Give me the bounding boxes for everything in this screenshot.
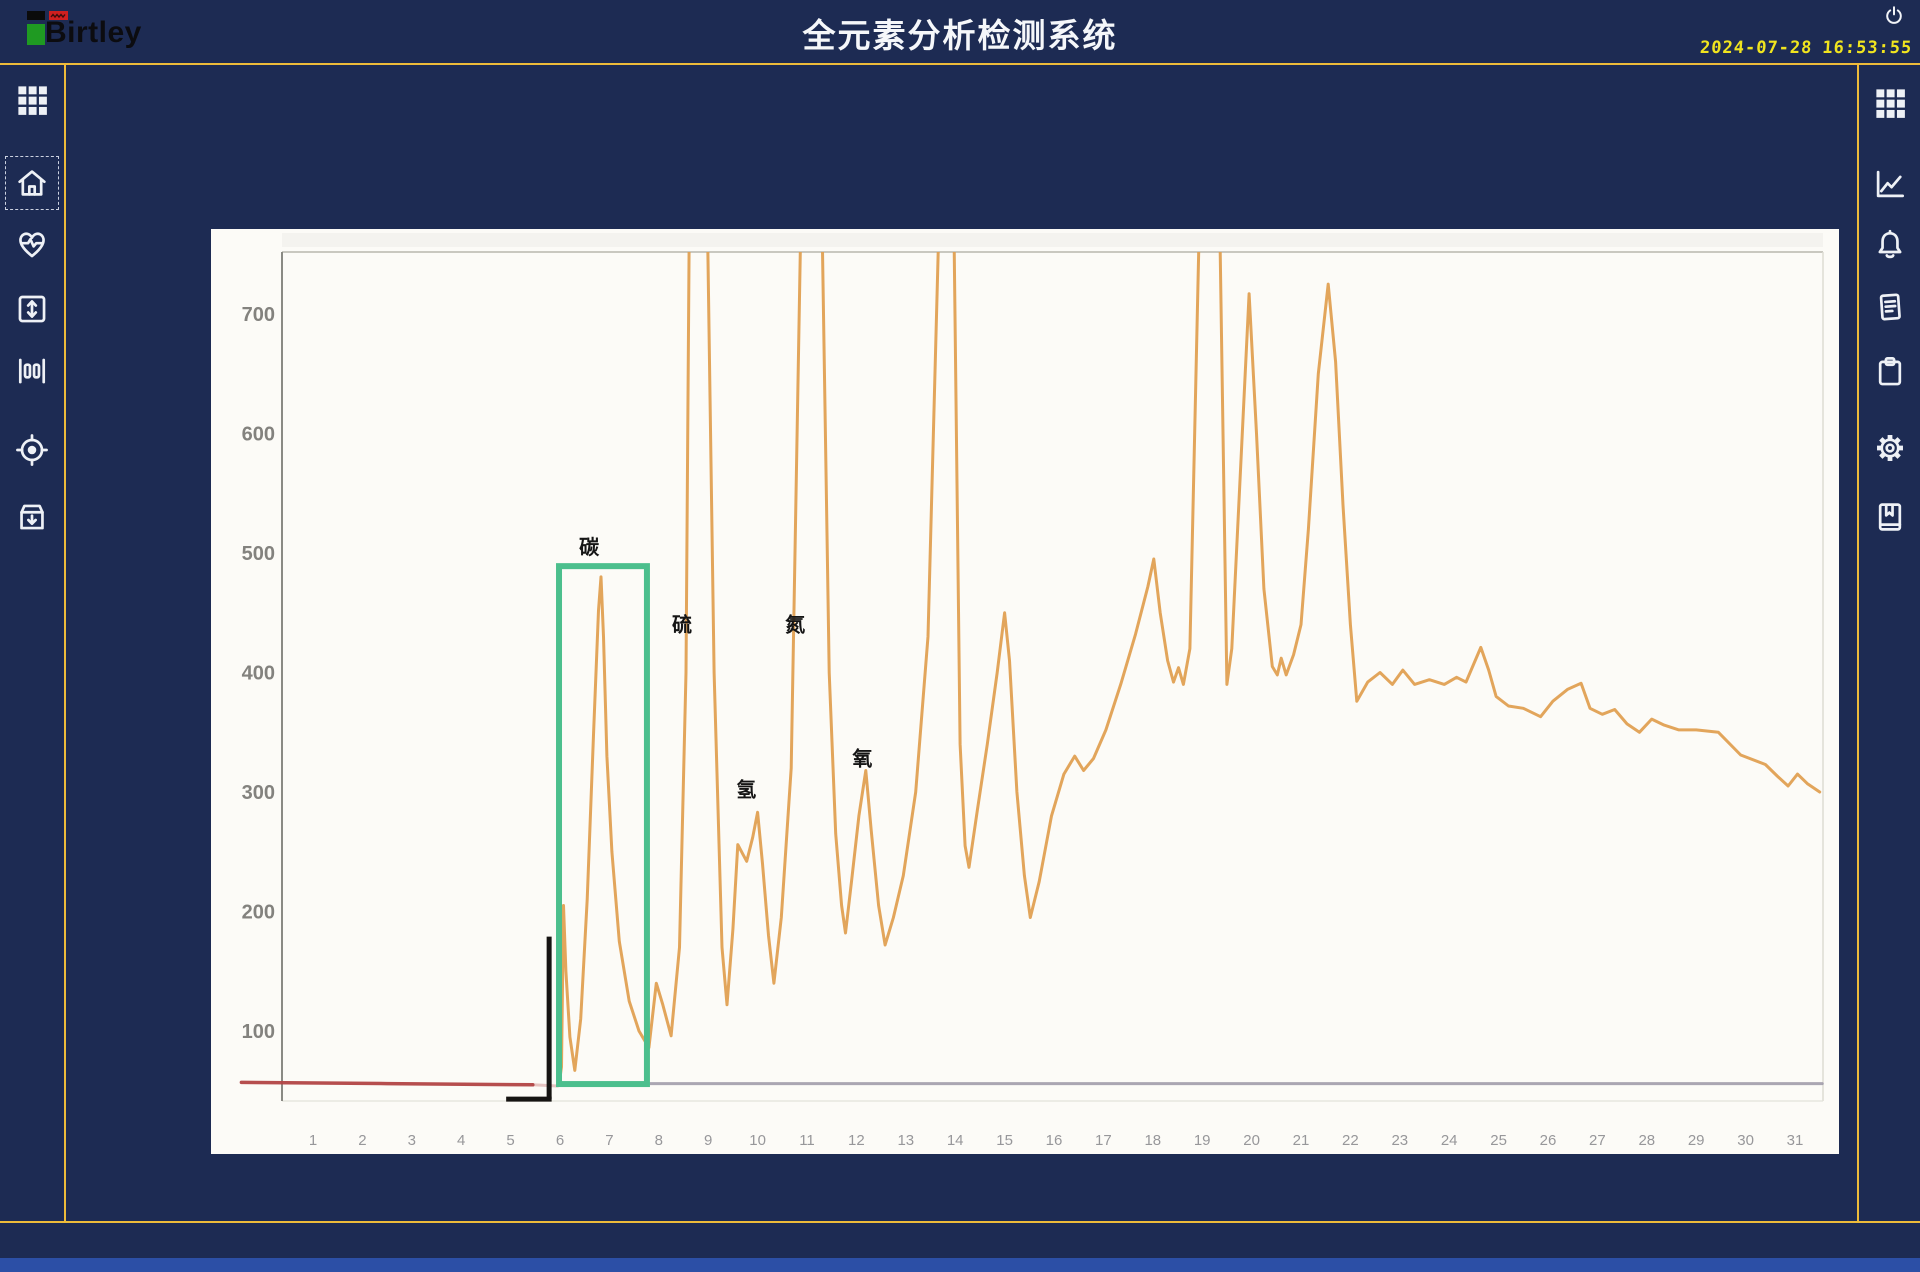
x-tick-label: 7: [605, 1132, 613, 1149]
book-bookmark-icon[interactable]: [1863, 490, 1917, 544]
y-tick-label: 500: [242, 543, 275, 565]
x-tick-label: 13: [897, 1132, 914, 1149]
y-tick-label: 200: [242, 902, 275, 924]
x-tick-label: 26: [1540, 1132, 1557, 1149]
x-tick-label: 12: [848, 1132, 865, 1149]
x-tick-label: 16: [1046, 1132, 1063, 1149]
x-tick-label: 23: [1391, 1132, 1408, 1149]
line-chart-icon[interactable]: [1863, 157, 1917, 211]
baseline-left-red: [239, 1080, 535, 1087]
y-tick-label: 700: [242, 304, 275, 326]
clipboard-icon[interactable]: [1863, 345, 1917, 399]
report-icon[interactable]: [1863, 280, 1917, 334]
x-tick-label: 29: [1688, 1132, 1705, 1149]
element-label: 氮: [785, 613, 805, 637]
x-tick-label: 24: [1441, 1132, 1458, 1149]
birtley-logo: Birtley: [16, 8, 176, 56]
time-display: 16:53:55: [1821, 38, 1913, 58]
date-display: 2024-07-28: [1699, 38, 1813, 58]
x-tick-label: 15: [996, 1132, 1013, 1149]
x-tick-label: 5: [506, 1132, 514, 1149]
gear-icon[interactable]: [1863, 421, 1917, 475]
power-icon[interactable]: [1882, 4, 1906, 28]
home-icon[interactable]: [5, 156, 59, 210]
target-icon[interactable]: [5, 423, 59, 477]
element-label: 碳: [579, 535, 600, 559]
x-tick-label: 1: [309, 1132, 317, 1149]
chromatogram-panel: 100 200 300 400 500 600 700 1 2 3 4 5 6 7 8 9 10 11 12 13 14…: [211, 229, 1839, 1154]
y-tick-label: 600: [242, 424, 275, 446]
carbon-highlight-box: [556, 563, 650, 1088]
element-label: 氢: [736, 778, 756, 802]
x-tick-label: 25: [1490, 1132, 1507, 1149]
x-tick-label: 14: [947, 1132, 964, 1149]
signal: [557, 252, 1822, 1087]
footer-divider: [0, 1221, 1920, 1223]
datetime: 2024-07-28 16:53:55: [1699, 38, 1913, 58]
columns-icon[interactable]: [5, 344, 59, 398]
bottom-strip: [0, 1258, 1920, 1272]
x-tick-label: 3: [408, 1132, 416, 1149]
x-tick-label: 2: [358, 1132, 366, 1149]
logo-red-square: [49, 11, 68, 20]
y-tick-label: 100: [242, 1021, 275, 1043]
element-label: 氧: [851, 747, 872, 771]
x-tick-label: 21: [1293, 1132, 1310, 1149]
baseline-left-red-fade: [531, 1083, 559, 1088]
x-tick-label: 6: [556, 1132, 564, 1149]
logo-green-square: [27, 24, 45, 45]
x-tick-label: 19: [1194, 1132, 1211, 1149]
x-tick-label: 30: [1737, 1132, 1754, 1149]
x-tick-label: 8: [655, 1132, 663, 1149]
bell-icon[interactable]: [1863, 218, 1917, 272]
expand-vertical-icon[interactable]: [5, 282, 59, 336]
header: Birtley 全元素分析检测系统 2024-07-28 16:53:55: [0, 0, 1920, 65]
left-sidebar: [0, 64, 66, 1221]
logo-black-square: [27, 11, 45, 20]
y-tick-label: 300: [242, 782, 275, 804]
archive-in-icon[interactable]: [5, 490, 59, 544]
x-tick-label: 27: [1589, 1132, 1606, 1149]
element-label: 硫: [672, 613, 692, 637]
x-tick-label: 22: [1342, 1132, 1359, 1149]
page-title: 全元素分析检测系统: [802, 17, 1118, 54]
x-tick-label: 20: [1243, 1132, 1260, 1149]
x-tick-label: 31: [1787, 1132, 1804, 1149]
heart-pulse-icon[interactable]: [5, 217, 59, 271]
x-tick-label: 17: [1095, 1132, 1112, 1149]
x-tick-label: 4: [457, 1132, 465, 1149]
x-tick-label: 11: [799, 1132, 815, 1149]
x-tick-label: 9: [704, 1132, 712, 1149]
logo-squiggle: [50, 13, 66, 19]
main-area: 100 200 300 400 500 600 700 1 2 3 4 5 6 7 8 9 10 11 12 13 14…: [66, 64, 1857, 1221]
x-tick-label: 10: [749, 1132, 766, 1149]
x-tick-label: 18: [1144, 1132, 1161, 1149]
grid-menu-icon[interactable]: [1863, 76, 1917, 130]
grid-menu-icon[interactable]: [5, 73, 59, 127]
logo-text: Birtley: [45, 16, 142, 49]
right-sidebar: [1857, 64, 1920, 1221]
x-tick-label: 28: [1638, 1132, 1655, 1149]
y-tick-label: 400: [242, 663, 275, 685]
